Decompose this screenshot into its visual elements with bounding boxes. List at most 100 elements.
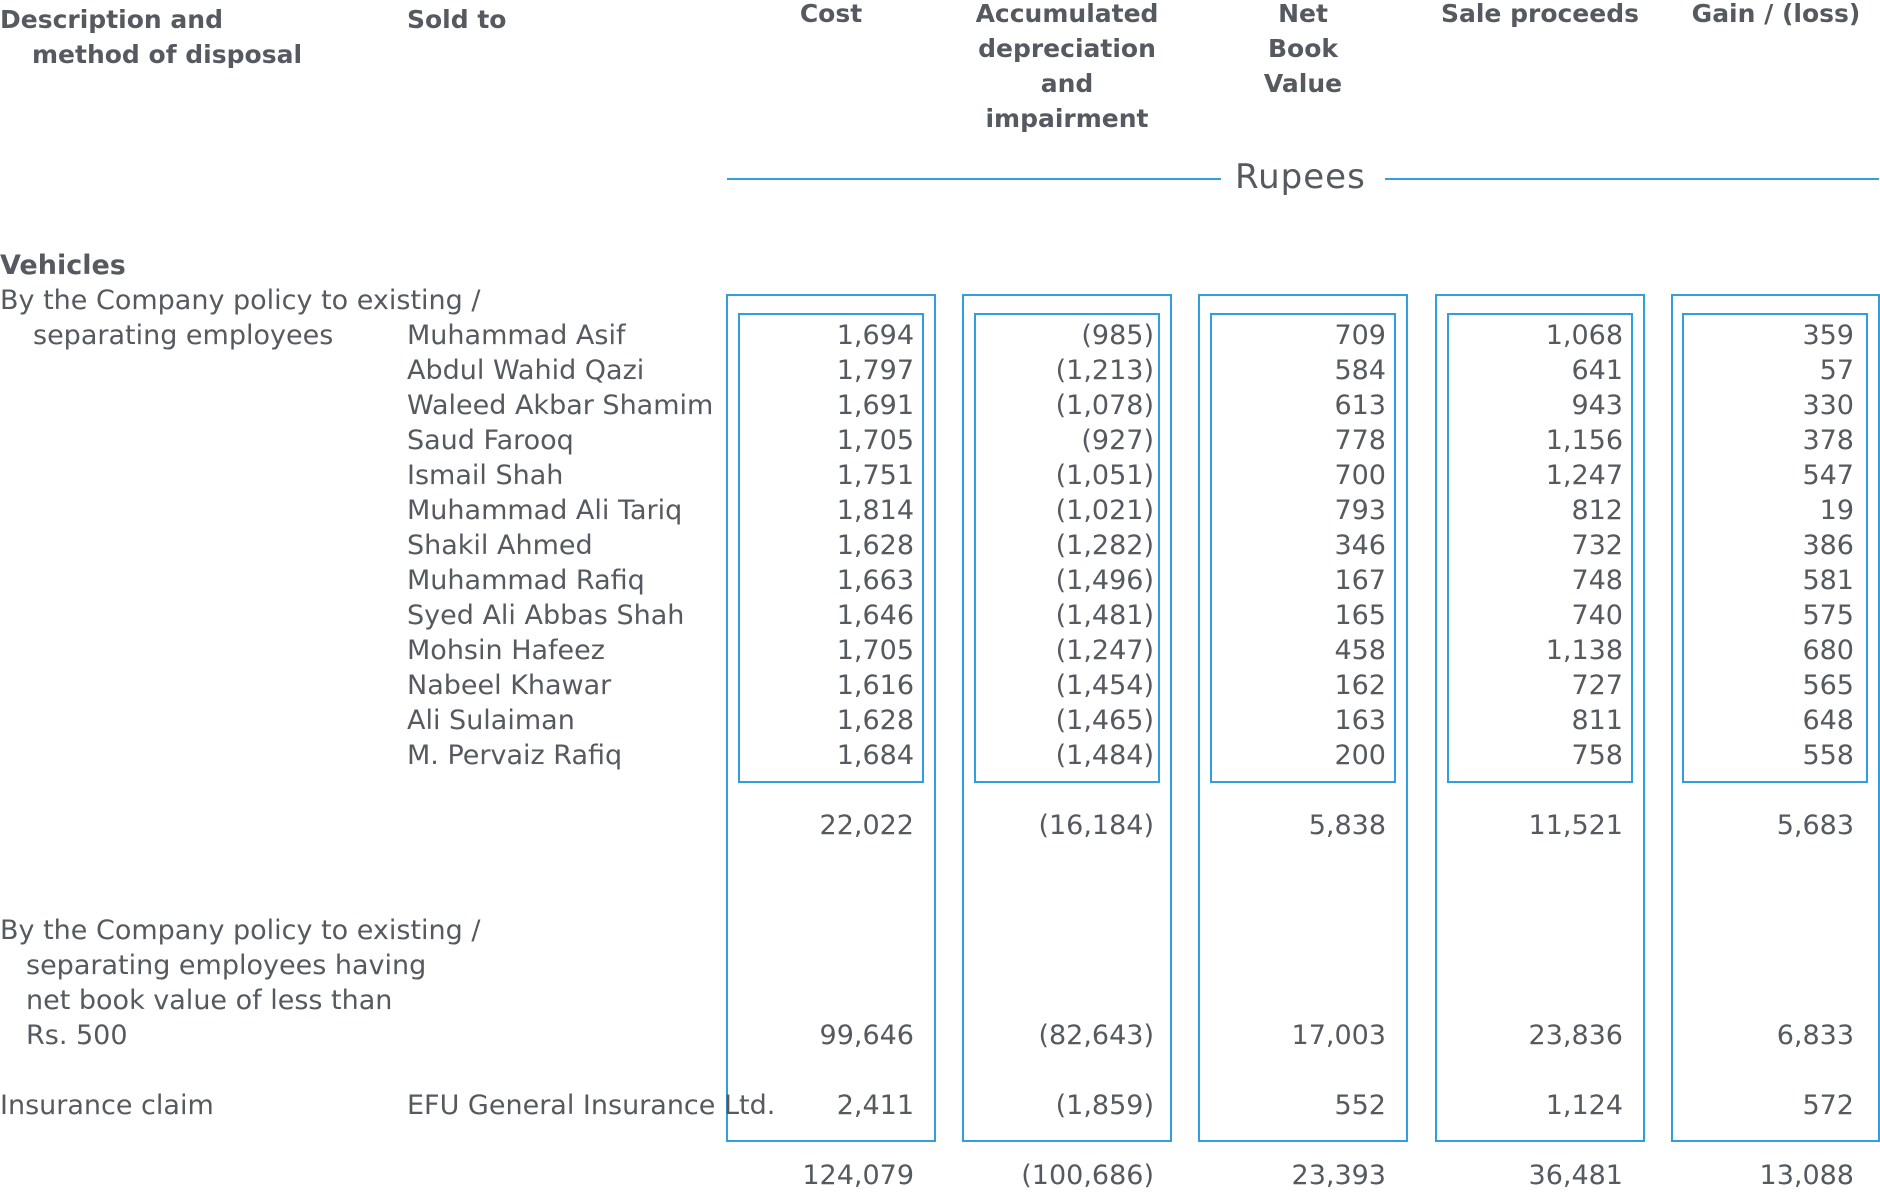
row-sale-value: 758 — [1571, 740, 1623, 771]
total-sale: 36,481 — [1528, 1160, 1623, 1191]
row-gain-value: 581 — [1802, 565, 1854, 596]
row-acc-value: (1,051) — [1055, 460, 1154, 491]
row-cost-value: 1,797 — [836, 355, 914, 386]
subtotal-cost: 22,022 — [819, 810, 914, 841]
row-cost-value: 1,705 — [836, 635, 914, 666]
row-gain-value: 378 — [1802, 425, 1854, 456]
group2-label-line3: net book value of less than — [26, 985, 393, 1016]
group1-label-line2: separating employees — [33, 320, 334, 351]
sold-to-name: Waleed Akbar Shamim — [407, 390, 714, 421]
subtotal-accdep: (16,184) — [1038, 810, 1154, 841]
subtotal-nbv: 5,838 — [1308, 810, 1386, 841]
row-acc-value: (1,484) — [1055, 740, 1154, 771]
row-acc-value: (1,021) — [1055, 495, 1154, 526]
accdep-detail-box — [974, 313, 1160, 783]
row-nbv-value: 584 — [1334, 355, 1386, 386]
row-gain-value: 680 — [1802, 635, 1854, 666]
row-nbv-value: 793 — [1334, 495, 1386, 526]
row-sale-value: 811 — [1571, 705, 1623, 736]
header-net-book-value: Net Book Value — [1200, 0, 1406, 101]
total-gain: 13,088 — [1759, 1160, 1854, 1191]
group2-label-line1: By the Company policy to existing / — [0, 915, 481, 946]
header-description: Description and method of disposal — [0, 2, 302, 72]
sold-to-name: Muhammad Rafiq — [407, 565, 645, 596]
row-sale-value: 732 — [1571, 530, 1623, 561]
row-sale-value: 748 — [1571, 565, 1623, 596]
nbv-detail-box — [1210, 313, 1396, 783]
sale-column-box — [1435, 294, 1645, 1142]
sold-to-name: M. Pervaiz Rafiq — [407, 740, 623, 771]
cost-column-box — [726, 294, 936, 1142]
row-sale-value: 727 — [1571, 670, 1623, 701]
row-cost-value: 1,628 — [836, 530, 914, 561]
insurance-nbv: 552 — [1334, 1090, 1386, 1121]
row-acc-value: (927) — [1081, 425, 1154, 456]
header-accdep-line3: and — [1040, 69, 1094, 98]
row-gain-value: 57 — [1819, 355, 1854, 386]
row-sale-value: 740 — [1571, 600, 1623, 631]
row-gain-value: 330 — [1802, 390, 1854, 421]
insurance-label: Insurance claim — [0, 1090, 214, 1121]
cost-detail-box — [738, 313, 924, 783]
group2-gain: 6,833 — [1776, 1020, 1854, 1051]
sold-to-name: Ali Sulaiman — [407, 705, 575, 736]
row-cost-value: 1,814 — [836, 495, 914, 526]
row-cost-value: 1,628 — [836, 705, 914, 736]
group1-label-line1: By the Company policy to existing / — [0, 285, 481, 316]
insurance-cost: 2,411 — [836, 1090, 914, 1121]
group2-label-line2: separating employees having — [26, 950, 427, 981]
row-nbv-value: 200 — [1334, 740, 1386, 771]
header-nbv-line3: Value — [1263, 69, 1343, 98]
row-nbv-value: 167 — [1334, 565, 1386, 596]
nbv-column-box — [1198, 294, 1408, 1142]
row-gain-value: 558 — [1802, 740, 1854, 771]
row-sale-value: 812 — [1571, 495, 1623, 526]
header-sold-to: Sold to — [407, 5, 507, 34]
sold-to-name: Muhammad Ali Tariq — [407, 495, 683, 526]
header-sale-proceeds: Sale proceeds — [1440, 0, 1639, 28]
header-nbv-line2: Book — [1267, 34, 1339, 63]
header-nbv-line1: Net — [1278, 0, 1328, 28]
subtotal-sale: 11,521 — [1528, 810, 1623, 841]
insurance-accdep: (1,859) — [1055, 1090, 1154, 1121]
sold-to-name: Abdul Wahid Qazi — [407, 355, 645, 386]
header-description-line2: method of disposal — [32, 40, 303, 69]
sold-to-name: Muhammad Asif — [407, 320, 626, 351]
header-accdep-line4: impairment — [985, 104, 1149, 133]
row-sale-value: 1,247 — [1545, 460, 1623, 491]
group2-label-line4: Rs. 500 — [26, 1020, 128, 1051]
row-nbv-value: 163 — [1334, 705, 1386, 736]
header-accumulated-depreciation: Accumulated depreciation and impairment — [964, 0, 1170, 136]
sold-to-name: Saud Farooq — [407, 425, 574, 456]
row-acc-value: (1,454) — [1055, 670, 1154, 701]
row-cost-value: 1,663 — [836, 565, 914, 596]
row-gain-value: 19 — [1819, 495, 1854, 526]
row-gain-value: 386 — [1802, 530, 1854, 561]
row-sale-value: 1,068 — [1545, 320, 1623, 351]
section-title: Vehicles — [0, 250, 126, 281]
row-cost-value: 1,616 — [836, 670, 914, 701]
gain-column-box — [1671, 294, 1880, 1142]
row-acc-value: (1,481) — [1055, 600, 1154, 631]
row-cost-value: 1,751 — [836, 460, 914, 491]
row-acc-value: (1,213) — [1055, 355, 1154, 386]
row-gain-value: 565 — [1802, 670, 1854, 701]
header-cost: Cost — [799, 0, 863, 28]
insurance-gain: 572 — [1802, 1090, 1854, 1121]
gain-detail-box — [1682, 313, 1868, 783]
row-nbv-value: 165 — [1334, 600, 1386, 631]
total-nbv: 23,393 — [1291, 1160, 1386, 1191]
row-cost-value: 1,694 — [836, 320, 914, 351]
row-nbv-value: 458 — [1334, 635, 1386, 666]
row-acc-value: (1,496) — [1055, 565, 1154, 596]
sold-to-name: Ismail Shah — [407, 460, 564, 491]
sold-to-name: Mohsin Hafeez — [407, 635, 605, 666]
group2-accdep: (82,643) — [1038, 1020, 1154, 1051]
header-accdep-line2: depreciation — [978, 34, 1156, 63]
sold-to-name: Nabeel Khawar — [407, 670, 612, 701]
header-accdep-line1: Accumulated — [975, 0, 1159, 28]
row-acc-value: (1,465) — [1055, 705, 1154, 736]
row-cost-value: 1,705 — [836, 425, 914, 456]
sale-detail-box — [1447, 313, 1633, 783]
row-cost-value: 1,691 — [836, 390, 914, 421]
